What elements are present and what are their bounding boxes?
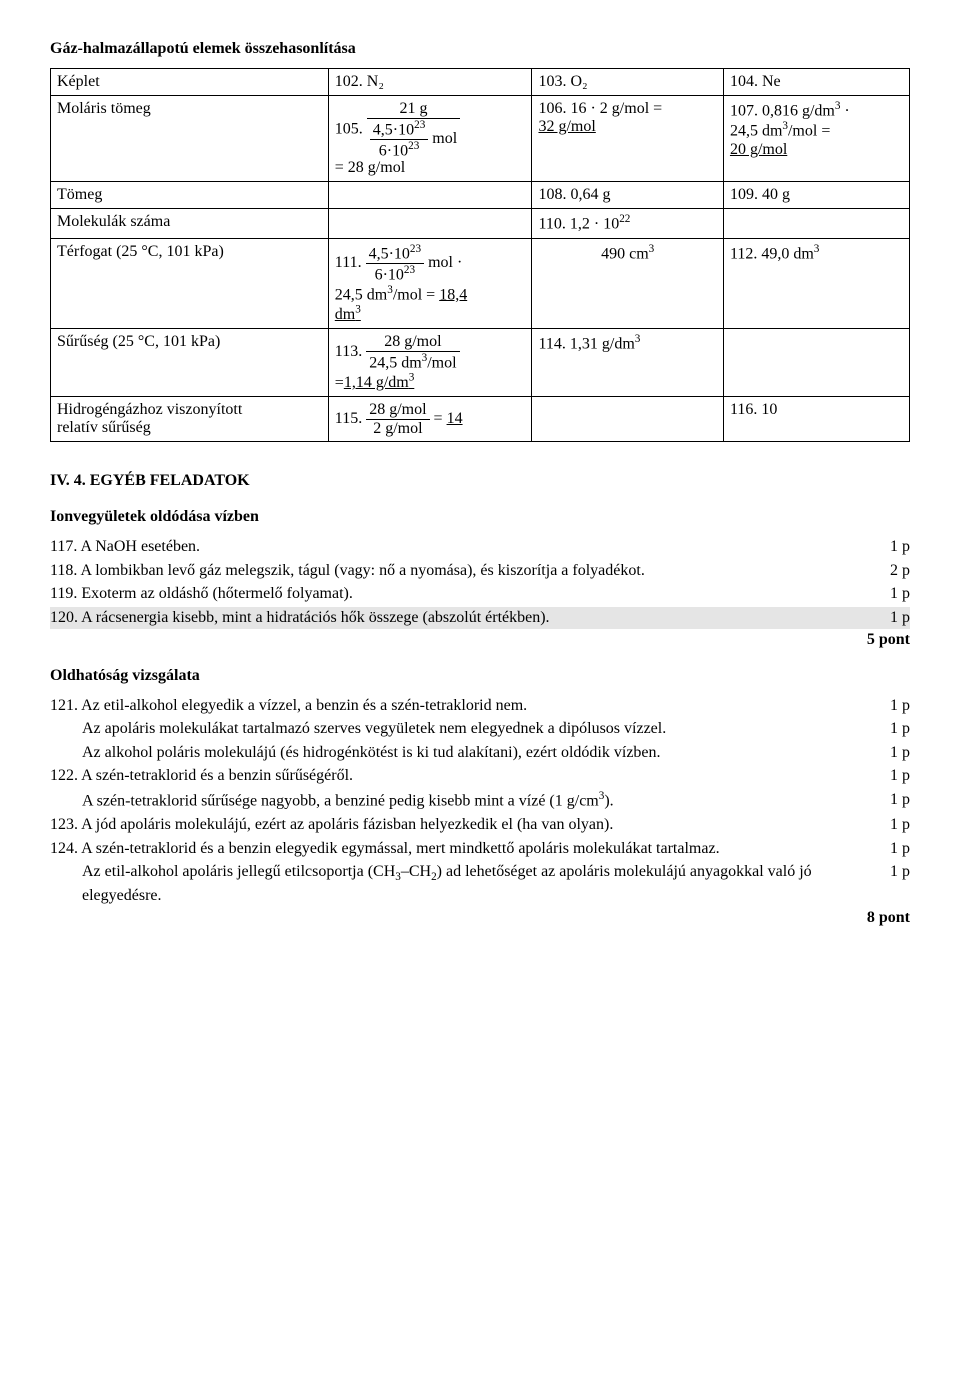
text: 115. bbox=[335, 410, 366, 427]
item-text: 118. A lombikban levő gáz melegszik, tág… bbox=[50, 560, 890, 582]
item-text: Az alkohol poláris molekulájú (és hidrog… bbox=[50, 742, 890, 764]
item-points: 1 p bbox=[890, 814, 910, 836]
list-item: Az apoláris molekulákat tartalmazó szerv… bbox=[50, 718, 910, 740]
cell: 112. 49,0 dm3 bbox=[723, 238, 909, 329]
item-points: 1 p bbox=[890, 583, 910, 605]
table-row: Képlet 102. N₂ 103. O₂ 104. Ne bbox=[51, 69, 910, 96]
item-text: 120. A rácsenergia kisebb, mint a hidrat… bbox=[50, 607, 890, 629]
item-points: 1 p bbox=[890, 695, 910, 717]
subheading: Ionvegyületek oldódása vízben bbox=[50, 508, 910, 526]
total-points: 8 pont bbox=[50, 909, 910, 927]
fraction: 28 g/mol 2 g/mol bbox=[366, 401, 429, 437]
cell bbox=[328, 182, 532, 209]
cell: Térfogat (25 °C, 101 kPa) bbox=[51, 238, 329, 329]
cell: 103. O₂ bbox=[532, 69, 723, 96]
item-points: 1 p bbox=[890, 607, 910, 629]
fraction: 4,5·1023 6·1023 bbox=[366, 243, 425, 284]
item-text: 124. A szén-tetraklorid és a benzin eleg… bbox=[50, 838, 890, 860]
fraction: 21 g 4,5·1023 6·1023 mol bbox=[367, 100, 460, 159]
text: 113. bbox=[335, 343, 366, 360]
text: 111. bbox=[335, 254, 366, 271]
text: 106. 16 · 2 g/mol = bbox=[538, 100, 662, 117]
list-item: 123. A jód apoláris molekulájú, ezért az… bbox=[50, 814, 910, 836]
item-text: 121. Az etil-alkohol elegyedik a vízzel,… bbox=[50, 695, 890, 717]
list-item: 119. Exoterm az oldáshő (hőtermelő folya… bbox=[50, 583, 910, 605]
cell: 110. 1,2 · 1022 bbox=[532, 209, 723, 238]
cell: 111. 4,5·1023 6·1023 mol · 24,5 dm3/mol … bbox=[328, 238, 532, 329]
item-text: 117. A NaOH esetében. bbox=[50, 536, 890, 558]
cell: Képlet bbox=[51, 69, 329, 96]
list-item: 124. A szén-tetraklorid és a benzin eleg… bbox=[50, 838, 910, 860]
cell: 102. N₂ bbox=[328, 69, 532, 96]
table-row: Molekulák száma 110. 1,2 · 1022 bbox=[51, 209, 910, 238]
list-item: 122. A szén-tetraklorid és a benzin sűrű… bbox=[50, 765, 910, 787]
subheading: Oldhatóság vizsgálata bbox=[50, 667, 910, 685]
item-text: Az apoláris molekulákat tartalmazó szerv… bbox=[50, 718, 890, 740]
item-points: 1 p bbox=[890, 838, 910, 860]
list-item: A szén-tetraklorid sűrűsége nagyobb, a b… bbox=[50, 789, 910, 812]
item-text: 122. A szén-tetraklorid és a benzin sűrű… bbox=[50, 765, 890, 787]
item-points: 1 p bbox=[890, 789, 910, 811]
text: 107. 0,816 g/dm bbox=[730, 102, 835, 119]
item-text: Az etil-alkohol apoláris jellegű etilcso… bbox=[50, 861, 890, 907]
cell: 106. 16 · 2 g/mol = 32 g/mol bbox=[532, 96, 723, 182]
list-item: 121. Az etil-alkohol elegyedik a vízzel,… bbox=[50, 695, 910, 717]
fraction: 28 g/mol 24,5 dm3/mol bbox=[366, 333, 459, 372]
list-item: 118. A lombikban levő gáz melegszik, tág… bbox=[50, 560, 910, 582]
table-row: Moláris tömeg 105. 21 g 4,5·1023 6·1023 … bbox=[51, 96, 910, 182]
cell: Molekulák száma bbox=[51, 209, 329, 238]
numerator: 21 g bbox=[367, 100, 460, 119]
cell: Tömeg bbox=[51, 182, 329, 209]
cell bbox=[328, 209, 532, 238]
item-text: A szén-tetraklorid sűrűsége nagyobb, a b… bbox=[50, 789, 890, 812]
cell: 116. 10 bbox=[723, 397, 909, 442]
list-item: Az etil-alkohol apoláris jellegű etilcso… bbox=[50, 861, 910, 907]
cell: 108. 0,64 g bbox=[532, 182, 723, 209]
item-points: 1 p bbox=[890, 718, 910, 740]
table-row: Sűrűség (25 °C, 101 kPa) 113. 28 g/mol 2… bbox=[51, 329, 910, 397]
cell: 115. 28 g/mol 2 g/mol = 14 bbox=[328, 397, 532, 442]
cell bbox=[723, 329, 909, 397]
text: 32 g/mol bbox=[538, 118, 595, 135]
cell: 104. Ne bbox=[723, 69, 909, 96]
table-row: Térfogat (25 °C, 101 kPa) 111. 4,5·1023 … bbox=[51, 238, 910, 329]
cell: 113. 28 g/mol 24,5 dm3/mol =1,14 g/dm3 bbox=[328, 329, 532, 397]
item-points: 1 p bbox=[890, 861, 910, 883]
comparison-table: Képlet 102. N₂ 103. O₂ 104. Ne Moláris t… bbox=[50, 68, 910, 442]
table-row: Hidrogéngázhoz viszonyítottrelatív sűrűs… bbox=[51, 397, 910, 442]
item-points: 1 p bbox=[890, 536, 910, 558]
item-text: 119. Exoterm az oldáshő (hőtermelő folya… bbox=[50, 583, 890, 605]
total-points: 5 pont bbox=[50, 631, 910, 649]
list-item: 120. A rácsenergia kisebb, mint a hidrat… bbox=[50, 607, 910, 629]
list-item: 117. A NaOH esetében. 1 p bbox=[50, 536, 910, 558]
cell: 107. 0,816 g/dm3 · 24,5 dm3/mol = 20 g/m… bbox=[723, 96, 909, 182]
text: = 28 g/mol bbox=[335, 159, 405, 176]
denominator: 4,5·1023 6·1023 mol bbox=[367, 119, 460, 160]
page-title: Gáz-halmazállapotú elemek összehasonlítá… bbox=[50, 40, 910, 58]
item-text: 123. A jód apoláris molekulájú, ezért az… bbox=[50, 814, 890, 836]
cell: Sűrűség (25 °C, 101 kPa) bbox=[51, 329, 329, 397]
cell: Hidrogéngázhoz viszonyítottrelatív sűrűs… bbox=[51, 397, 329, 442]
cell: 490 cm3 bbox=[532, 238, 723, 329]
item-points: 2 p bbox=[890, 560, 910, 582]
cell: 109. 40 g bbox=[723, 182, 909, 209]
section-heading: IV. 4. EGYÉB FELADATOK bbox=[50, 472, 910, 490]
cell: 105. 21 g 4,5·1023 6·1023 mol = 28 g/mol bbox=[328, 96, 532, 182]
item-points: 1 p bbox=[890, 742, 910, 764]
text: 20 g/mol bbox=[730, 141, 787, 158]
text: 24,5 dm bbox=[730, 123, 782, 140]
cell: 114. 1,31 g/dm3 bbox=[532, 329, 723, 397]
table-row: Tömeg 108. 0,64 g 109. 40 g bbox=[51, 182, 910, 209]
item-points: 1 p bbox=[890, 765, 910, 787]
cell bbox=[723, 209, 909, 238]
cell bbox=[532, 397, 723, 442]
text: 105. bbox=[335, 120, 367, 137]
cell: Moláris tömeg bbox=[51, 96, 329, 182]
list-item: Az alkohol poláris molekulájú (és hidrog… bbox=[50, 742, 910, 764]
